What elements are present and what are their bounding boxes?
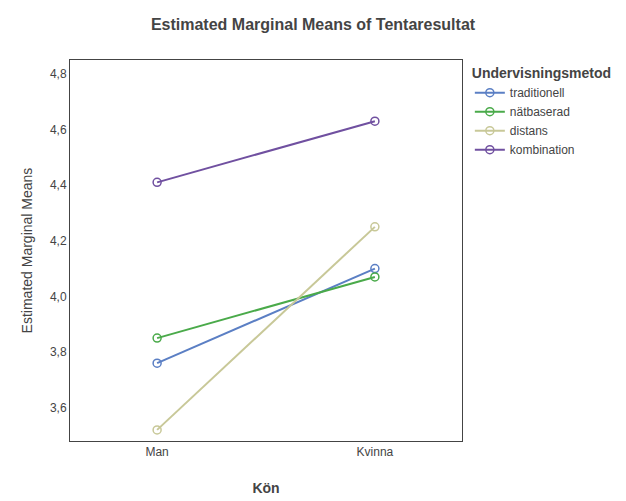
svg-text:Estimated Marginal Means of Te: Estimated Marginal Means of Tentaresulta…	[151, 16, 476, 33]
svg-text:Man: Man	[145, 445, 168, 459]
svg-text:kombination: kombination	[510, 143, 575, 157]
svg-text:distans: distans	[510, 124, 548, 138]
svg-text:4,8: 4,8	[50, 67, 67, 81]
svg-text:4,2: 4,2	[50, 234, 67, 248]
svg-text:3,8: 3,8	[50, 345, 67, 359]
svg-text:4,6: 4,6	[50, 123, 67, 137]
svg-text:nätbaserad: nätbaserad	[510, 105, 570, 119]
svg-text:3,6: 3,6	[50, 401, 67, 415]
svg-text:Kön: Kön	[252, 480, 279, 496]
svg-text:Undervisningsmetod: Undervisningsmetod	[472, 65, 611, 81]
svg-text:4,4: 4,4	[50, 178, 67, 192]
svg-text:Kvinna: Kvinna	[357, 445, 394, 459]
svg-text:4,0: 4,0	[50, 290, 67, 304]
svg-text:traditionell: traditionell	[510, 86, 565, 100]
svg-text:Estimated Marginal Means: Estimated Marginal Means	[19, 168, 35, 334]
